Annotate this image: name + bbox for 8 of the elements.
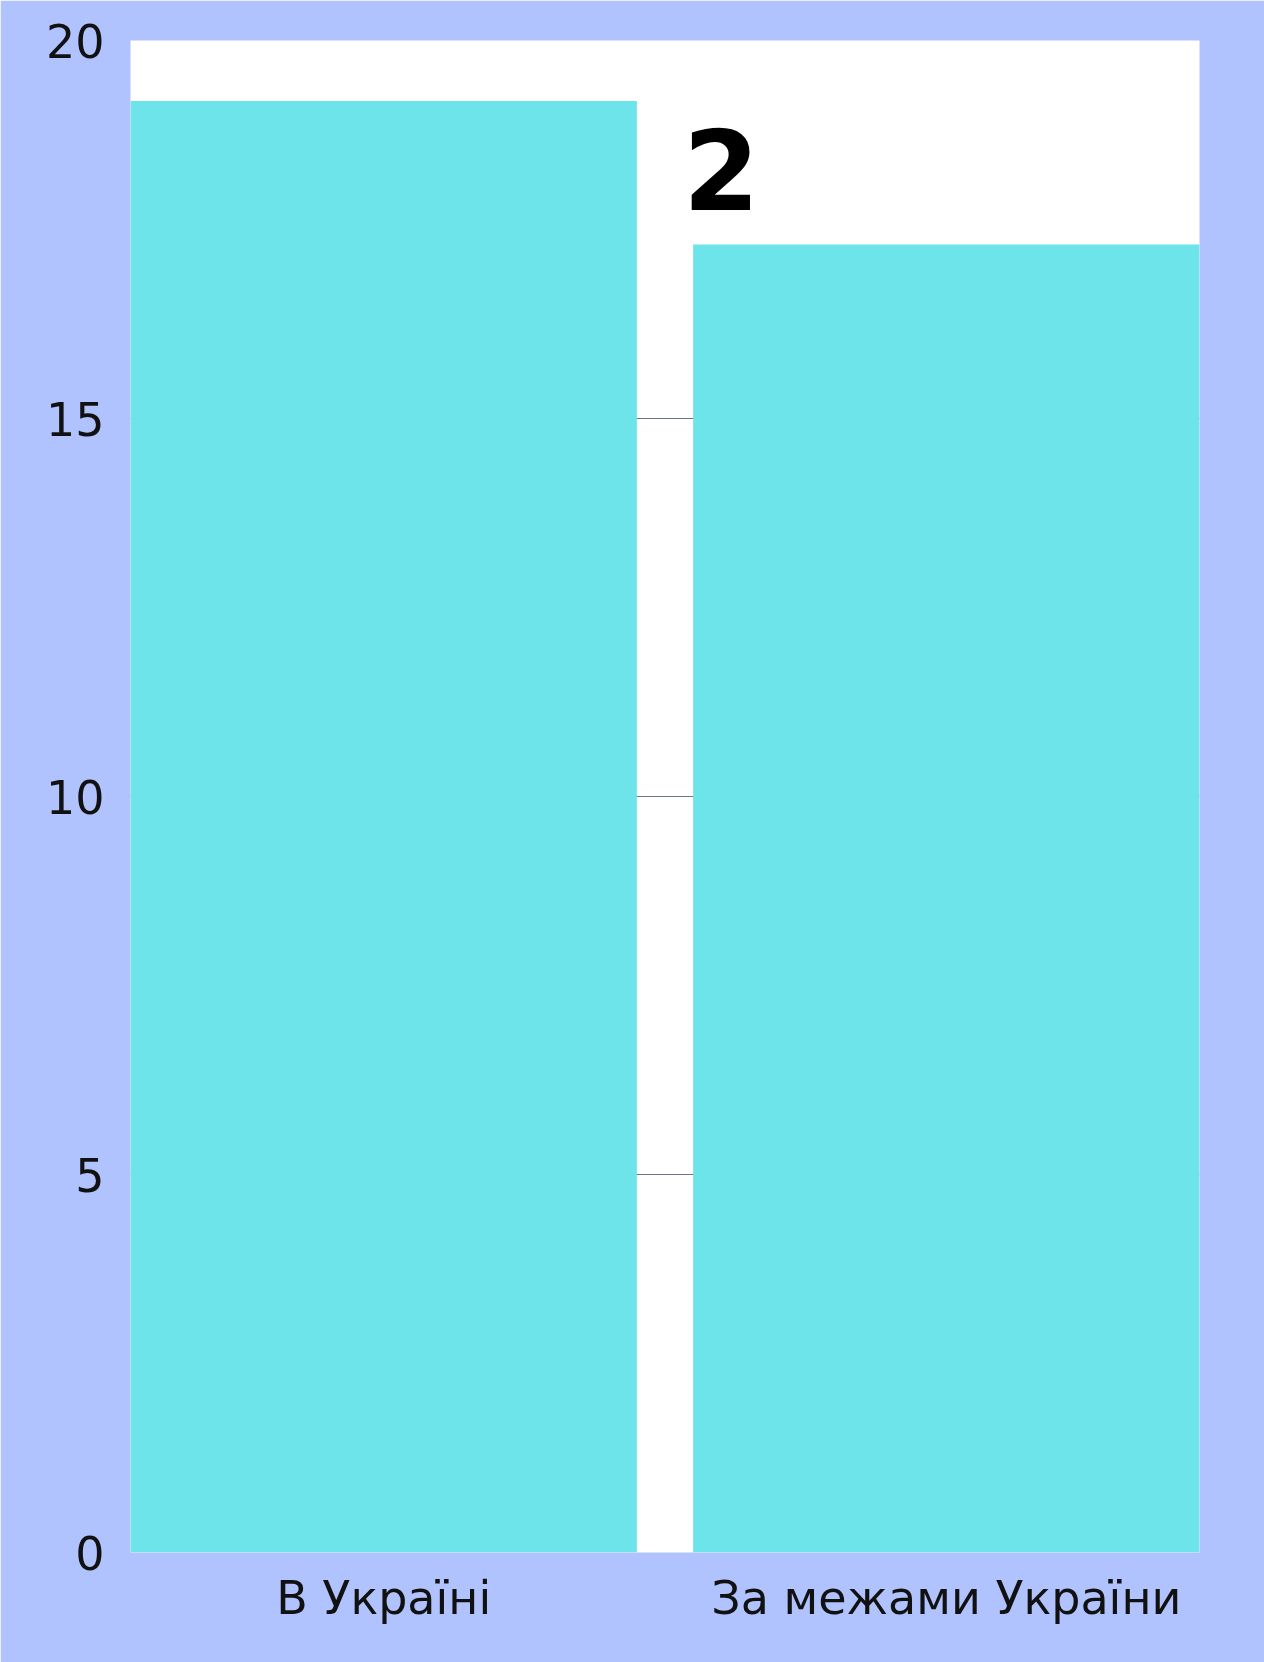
y-tick-label: 5 — [75, 1148, 105, 1203]
y-tick-label: 10 — [45, 770, 105, 825]
y-tick-label: 20 — [45, 14, 105, 69]
x-tick-label: В Україні — [276, 1570, 492, 1625]
annotation: 2 — [682, 107, 760, 236]
x-tick-label: За межами України — [711, 1570, 1182, 1625]
y-tick-label: 15 — [45, 392, 105, 447]
y-tick-label: 0 — [75, 1526, 105, 1581]
